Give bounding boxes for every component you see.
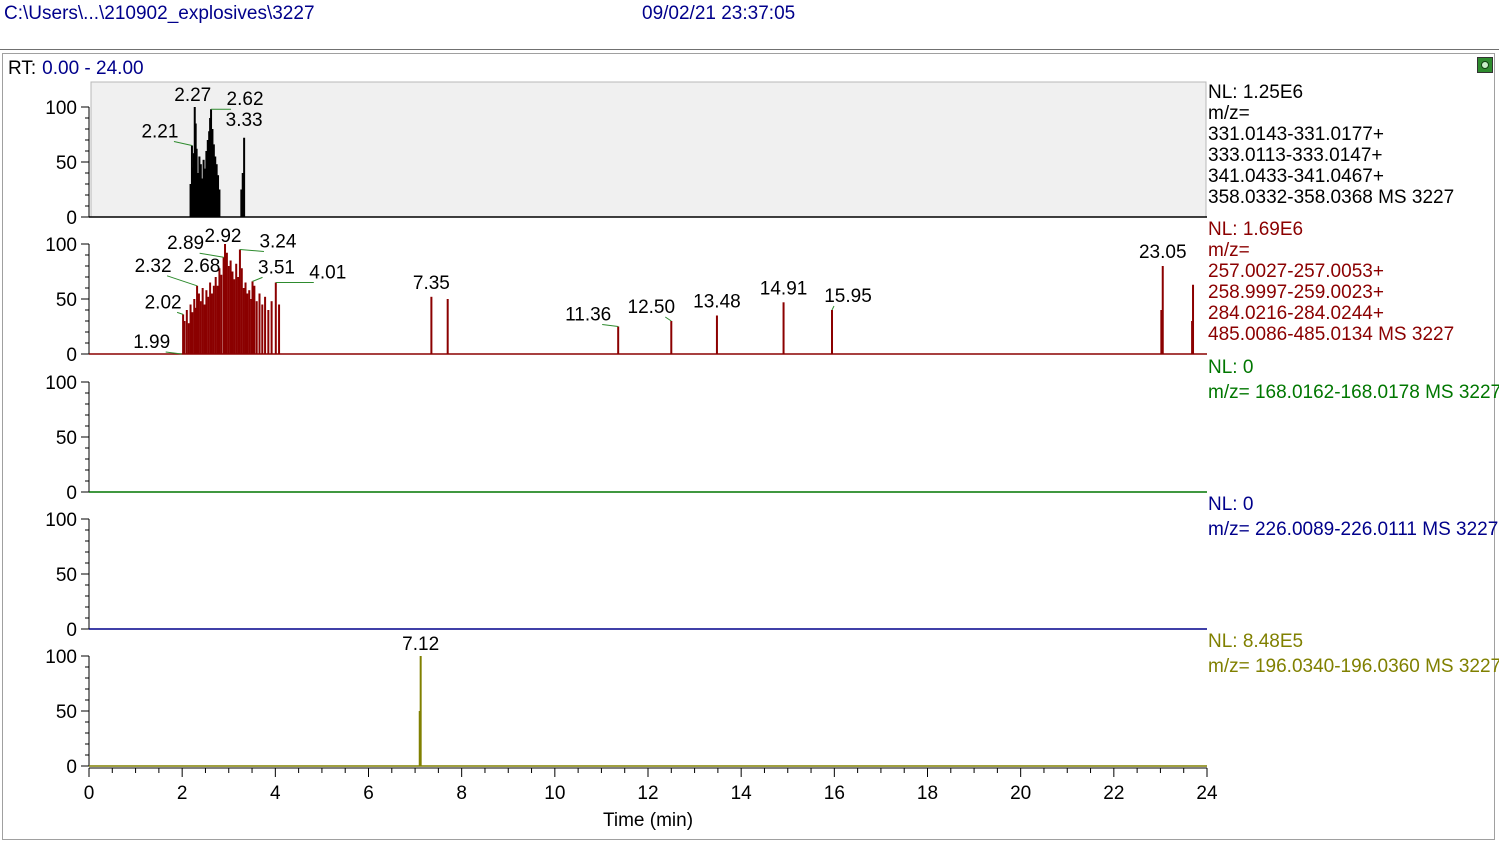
info-line: 485.0086-485.0134 MS 3227 bbox=[1208, 324, 1454, 345]
x-tick-label: 18 bbox=[917, 783, 938, 804]
peak-label: 2.32 bbox=[135, 256, 172, 277]
info-line: 341.0433-341.0467+ bbox=[1208, 166, 1384, 187]
peak-label-leader bbox=[199, 252, 224, 258]
info-line: NL: 0 bbox=[1208, 494, 1253, 515]
x-tick-label: 2 bbox=[177, 783, 188, 804]
info-line: 333.0113-333.0147+ bbox=[1208, 145, 1383, 166]
file-path: C:\Users\...\210902_explosives\3227 bbox=[4, 3, 315, 24]
x-tick-label: 10 bbox=[544, 783, 565, 804]
x-tick-label: 14 bbox=[731, 783, 753, 804]
info-line: 331.0143-331.0177+ bbox=[1208, 124, 1384, 145]
y-tick-label: 100 bbox=[45, 510, 77, 531]
y-tick-label: 0 bbox=[66, 345, 77, 366]
peak-label-leader bbox=[831, 305, 835, 311]
y-tick-label: 50 bbox=[56, 290, 77, 311]
x-tick-label: 20 bbox=[1010, 783, 1031, 804]
peak-label-leader bbox=[239, 249, 264, 252]
y-tick-label: 0 bbox=[66, 620, 77, 641]
x-tick-label: 0 bbox=[84, 783, 95, 804]
peak-label: 13.48 bbox=[693, 292, 741, 313]
y-tick-label: 0 bbox=[66, 757, 77, 778]
x-axis-label: Time (min) bbox=[603, 810, 693, 831]
x-tick-label: 6 bbox=[363, 783, 374, 804]
peak-label: 4.01 bbox=[309, 263, 346, 284]
peak-label: 23.05 bbox=[1139, 242, 1187, 263]
peak-label: 3.24 bbox=[259, 232, 296, 253]
x-tick-label: 4 bbox=[270, 783, 281, 804]
panel-1-background bbox=[90, 81, 1207, 218]
chromatogram-frame bbox=[2, 53, 1495, 840]
peak-label: 7.35 bbox=[413, 273, 450, 294]
rt-range-value: 0.00 - 24.00 bbox=[42, 58, 144, 79]
y-tick-label: 50 bbox=[56, 565, 77, 586]
rt-label: RT: bbox=[8, 58, 37, 79]
info-line: m/z= 168.0162-168.0178 MS 3227 bbox=[1208, 382, 1499, 403]
y-tick-label: 100 bbox=[45, 235, 77, 256]
peak-label-leader bbox=[173, 141, 193, 146]
y-tick-label: 50 bbox=[56, 153, 77, 174]
x-tick-label: 12 bbox=[637, 783, 658, 804]
peak-label: 2.89 bbox=[167, 233, 204, 254]
info-line: NL: 8.48E5 bbox=[1208, 631, 1303, 652]
peak-label: 1.99 bbox=[133, 332, 170, 353]
peak-label-leader bbox=[176, 311, 184, 315]
peak-label: 2.68 bbox=[183, 256, 220, 277]
info-line: 258.9997-259.0023+ bbox=[1208, 282, 1384, 303]
x-tick-label: 16 bbox=[824, 783, 845, 804]
y-tick-label: 100 bbox=[45, 373, 77, 394]
peak-label-leader bbox=[252, 276, 263, 282]
y-tick-label: 50 bbox=[56, 702, 77, 723]
peak-label-leader bbox=[602, 324, 619, 327]
peak-label: 2.92 bbox=[205, 226, 242, 247]
peak-label-leader bbox=[665, 316, 672, 322]
info-line: m/z= bbox=[1208, 240, 1250, 261]
peak-label: 3.51 bbox=[258, 257, 295, 278]
info-line: 358.0332-358.0368 MS 3227 bbox=[1208, 187, 1454, 208]
peak-label: 15.95 bbox=[824, 286, 872, 307]
peak-label-leader bbox=[165, 351, 182, 355]
x-tick-label: 22 bbox=[1103, 783, 1124, 804]
y-tick-label: 0 bbox=[66, 208, 77, 229]
y-tick-label: 0 bbox=[66, 483, 77, 504]
x-tick-label: 24 bbox=[1196, 783, 1218, 804]
info-line: m/z= 226.0089-226.0111 MS 3227 bbox=[1208, 519, 1498, 540]
peak-label: 2.21 bbox=[141, 122, 178, 143]
peak-label: 2.62 bbox=[227, 89, 264, 110]
info-line: m/z= 196.0340-196.0360 MS 3227 bbox=[1208, 656, 1499, 677]
info-line: 257.0027-257.0053+ bbox=[1208, 261, 1384, 282]
peak-label: 14.91 bbox=[760, 278, 808, 299]
info-line: 284.0216-284.0244+ bbox=[1208, 303, 1384, 324]
y-tick-label: 100 bbox=[45, 98, 77, 119]
y-tick-label: 50 bbox=[56, 428, 77, 449]
peak-label: 7.12 bbox=[402, 634, 439, 655]
peak-label: 12.50 bbox=[628, 297, 676, 318]
lock-toggle-icon[interactable] bbox=[1477, 57, 1493, 73]
info-line: NL: 1.25E6 bbox=[1208, 82, 1303, 103]
info-line: m/z= bbox=[1208, 103, 1250, 124]
acquisition-datetime: 09/02/21 23:37:05 bbox=[642, 3, 796, 24]
info-line: NL: 1.69E6 bbox=[1208, 219, 1303, 240]
peak-label: 2.02 bbox=[145, 292, 182, 313]
x-tick-label: 8 bbox=[456, 783, 467, 804]
peak-label: 3.33 bbox=[226, 110, 263, 131]
header-divider bbox=[0, 49, 1499, 50]
info-line: NL: 0 bbox=[1208, 357, 1253, 378]
peak-label: 2.27 bbox=[174, 85, 211, 106]
peak-label: 11.36 bbox=[565, 305, 611, 326]
y-tick-label: 100 bbox=[45, 647, 77, 668]
rt-range: RT: 0.00 - 24.00 bbox=[8, 58, 144, 80]
peak-label-leader bbox=[166, 275, 198, 287]
